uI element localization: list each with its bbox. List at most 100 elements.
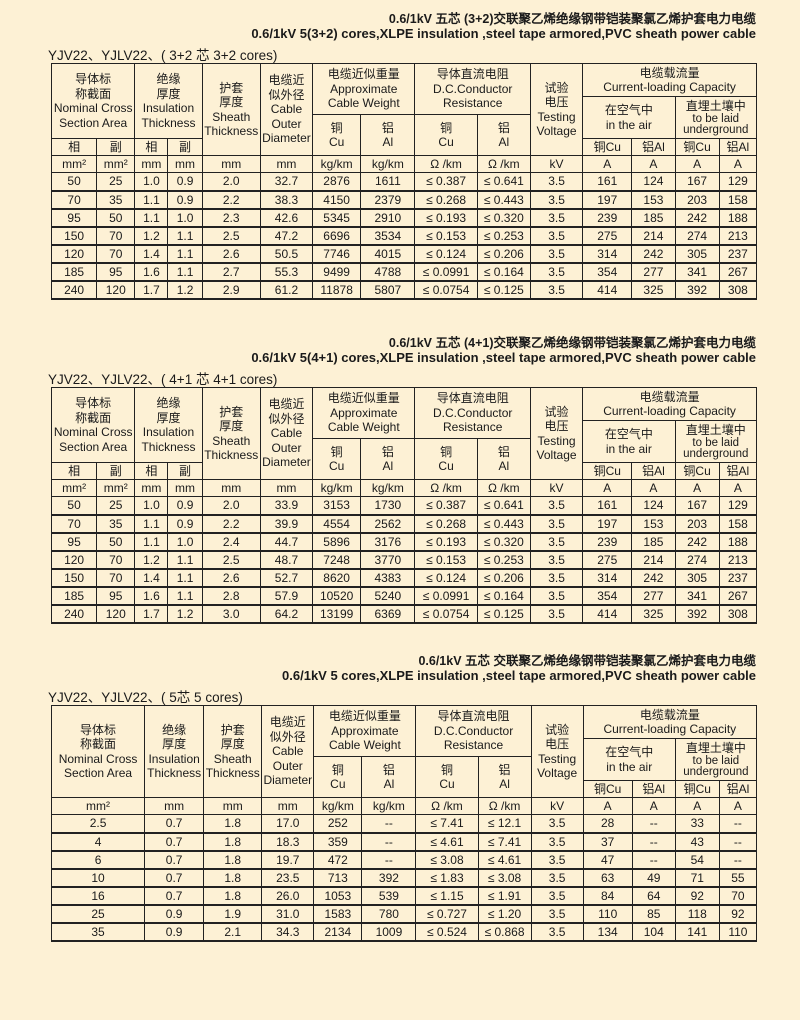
table-cell: 252 xyxy=(313,814,363,834)
header-voltage-line: Voltage xyxy=(536,124,577,138)
table-cell: 70 xyxy=(96,226,136,246)
table-cell: 120 xyxy=(50,244,98,264)
table-cell: 35 xyxy=(96,190,136,210)
header-sheath: 护套 厚度 Sheath Thickness xyxy=(201,63,261,156)
header-capacity-col: 铜Cu xyxy=(674,462,720,480)
header-underground-line: to be laid xyxy=(692,754,740,767)
table-cell: ≤ 0.124 xyxy=(414,568,478,588)
header-insulation-line: 绝缘 xyxy=(162,722,187,737)
table-cell: 203 xyxy=(674,190,720,210)
header-weight-cu-line: Cu xyxy=(328,135,345,149)
table-cell: 237 xyxy=(718,244,758,264)
header-resistance-line: Resistance xyxy=(443,420,503,435)
header-voltage-line: Testing xyxy=(537,433,576,448)
unit-cell: Ω /km xyxy=(476,479,531,497)
table-cell: 35 xyxy=(96,514,136,534)
table-cell: 129 xyxy=(718,496,758,516)
header-sheath-line: 护套 xyxy=(220,722,245,737)
header-weight: 电缆近似重量 Approximate Cable Weight xyxy=(313,705,417,757)
table-cell: 3.5 xyxy=(529,244,584,264)
header-resistance-al-line: Al xyxy=(498,135,510,149)
header-nominal-area-line: 导体标 xyxy=(80,722,117,737)
table-cell: 4554 xyxy=(312,514,362,534)
table-cell: 70 xyxy=(50,190,98,210)
unit-cell: A xyxy=(674,797,720,815)
header-row-2: 在空气中 in the air 直埋土壤中 to be laid underground xyxy=(52,96,758,139)
header-capacity-line: 电缆载流量 xyxy=(639,707,700,722)
table-cell: 25 xyxy=(96,172,136,192)
header-resistance: 导体直流电阻 D.C.Conductor Resistance xyxy=(414,63,531,115)
table-cell: ≤ 1.83 xyxy=(415,868,479,888)
header-in-air: 在空气中 in the air xyxy=(582,738,676,781)
header-sheath-line: Sheath xyxy=(212,109,251,124)
table-cell: 325 xyxy=(631,604,676,624)
table-cell: 314 xyxy=(582,568,633,588)
table-cell: 120 xyxy=(96,604,136,624)
table-cell: 3.0 xyxy=(201,604,261,624)
header-voltage-line: Testing xyxy=(538,751,577,766)
header-weight: 电缆近似重量 Approximate Cable Weight xyxy=(312,387,416,439)
table-cell: 5896 xyxy=(312,532,362,552)
table-cell: 61.2 xyxy=(259,280,314,300)
header-resistance-cu: 铜 Cu xyxy=(414,114,478,156)
header-insulation-line: Thickness xyxy=(147,766,202,780)
table-cell: 713 xyxy=(313,868,363,888)
table-cell: 1.2 xyxy=(167,280,203,300)
table-row: 120 70 1.4 1.1 2.6 50.5 7746 4015 ≤ 0.124 ≤ 0.206… xyxy=(50,244,758,264)
units-row: mm² mm² mm mm mm mm kg/km kg/km Ω /km Ω /km kV A A A A xyxy=(50,479,758,497)
table-cell: ≤ 1.91 xyxy=(477,886,532,906)
table-cell: 25 xyxy=(96,496,136,516)
header-sheath-line: 护套 xyxy=(219,80,244,95)
table-cell: 213 xyxy=(718,550,758,570)
header-row-4: 铜Cu 铝Al 铜Cu 铝Al xyxy=(52,780,758,798)
header-weight-al-line: Al xyxy=(382,135,394,149)
table-cell: 37 xyxy=(582,832,633,852)
header-in-air: 在空气中 in the air xyxy=(582,420,676,463)
header-resistance-al: 铝 Al xyxy=(476,438,531,480)
header-resistance-cu-line: 铜 xyxy=(440,120,453,135)
unit-cell: Ω /km xyxy=(414,479,478,497)
table-cell: 3.5 xyxy=(529,208,584,228)
table-cell: 1.1 xyxy=(167,262,203,282)
header-resistance-cu-line: Cu xyxy=(438,459,454,473)
header-resistance-line: Resistance xyxy=(443,96,503,111)
table-cell: 47 xyxy=(582,850,633,870)
table-cell: 2.4 xyxy=(201,532,261,552)
cable-model-label: YJV22、YJLV22、( 4+1 芯 4+1 cores) xyxy=(48,372,278,387)
header-insulation-line: Insulation xyxy=(142,425,195,439)
header-weight-al-line: Al xyxy=(382,459,394,473)
table-cell: 55.3 xyxy=(259,262,314,282)
table-cell: 3.5 xyxy=(529,568,584,588)
title-chinese: 0.6/1kV 五芯 (3+2)交联聚乙烯绝缘钢带铠装聚氯乙烯护套电力电缆 xyxy=(388,12,756,26)
table-cell: 1.8 xyxy=(203,868,263,888)
table-cell: 44.7 xyxy=(259,532,314,552)
table-cell: 0.9 xyxy=(167,496,203,516)
header-capacity: 电缆载流量 Current-loading Capacity xyxy=(582,705,758,739)
table-cell: 158 xyxy=(718,190,758,210)
table-row: 150 70 1.2 1.1 2.5 47.2 6696 3534 ≤ 0.153 ≤ 0.253… xyxy=(50,226,758,246)
header-diameter-line: Cable xyxy=(270,102,303,117)
table-cell: 277 xyxy=(631,262,676,282)
header-resistance-al-line: Al xyxy=(498,459,510,473)
table-cell: 167 xyxy=(674,496,720,516)
header-row-1: 导体标 称截面 Nominal Cross Section Area 绝缘 厚度 Insul… xyxy=(50,705,758,798)
header-secondary: 副 xyxy=(167,462,203,480)
table-cell: 1611 xyxy=(360,172,416,192)
header-resistance-cu-line: Cu xyxy=(439,777,455,791)
header-diameter: 电缆近 似外径 Cable Outer Diameter xyxy=(259,387,314,480)
table-cell: 52.7 xyxy=(259,568,314,588)
unit-cell: mm xyxy=(201,155,261,173)
table-cell: -- xyxy=(631,850,676,870)
header-in-air-line: 在空气中 xyxy=(604,103,653,117)
header-voltage-line: 试验 xyxy=(544,80,569,95)
header-nominal-area-line: 导体标 xyxy=(75,72,112,86)
header-capacity-line: Current-loading Capacity xyxy=(603,404,736,418)
table-cell: 70 xyxy=(96,568,136,588)
table-cell: 161 xyxy=(582,496,633,516)
table-cell: 64 xyxy=(631,886,676,906)
unit-cell: A xyxy=(674,155,720,173)
cable-model-label: YJV22、YJLV22、( 3+2 芯 3+2 cores) xyxy=(48,48,278,63)
title-english: 0.6/1kV 5(3+2) cores,XLPE insulation ,st… xyxy=(251,26,756,41)
header-resistance-al-line: Al xyxy=(499,777,510,791)
table-cell: 5345 xyxy=(312,208,362,228)
